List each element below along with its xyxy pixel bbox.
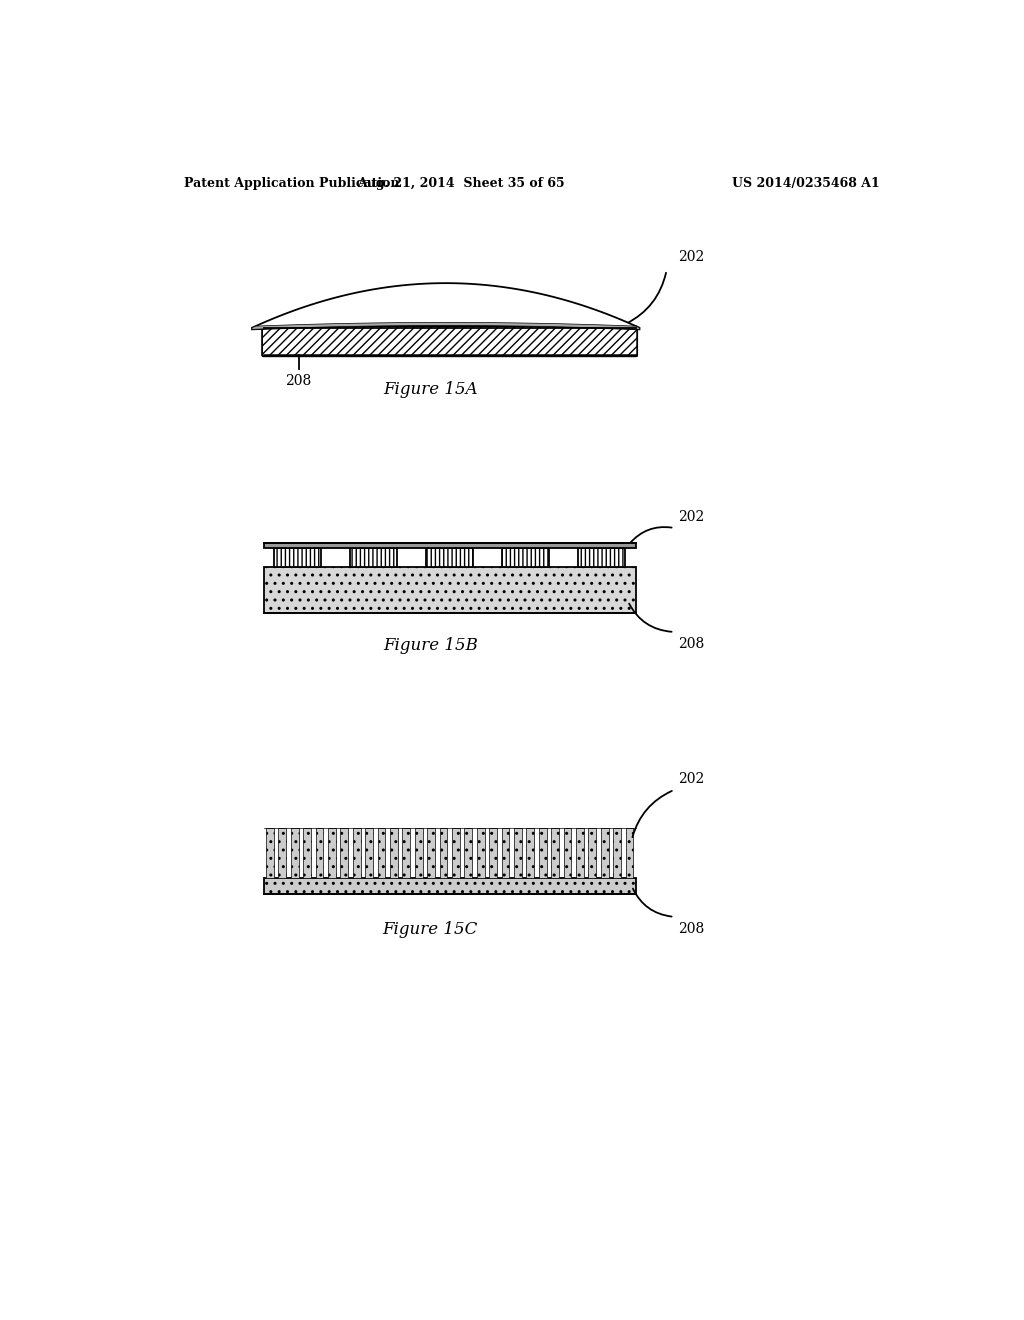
- Bar: [579, 548, 625, 566]
- Bar: [613, 829, 621, 878]
- Bar: [402, 829, 410, 878]
- Bar: [263, 878, 636, 894]
- Bar: [464, 829, 472, 878]
- Bar: [415, 829, 423, 878]
- Bar: [489, 829, 497, 878]
- Bar: [575, 829, 584, 878]
- Text: 202: 202: [678, 510, 705, 524]
- Polygon shape: [252, 284, 640, 330]
- Bar: [263, 544, 636, 548]
- Bar: [350, 548, 397, 566]
- Bar: [526, 829, 535, 878]
- Bar: [626, 829, 633, 878]
- Polygon shape: [252, 322, 640, 330]
- Bar: [315, 829, 324, 878]
- Text: 208: 208: [286, 374, 311, 388]
- Bar: [452, 829, 460, 878]
- Bar: [601, 829, 608, 878]
- Text: US 2014/0235468 A1: US 2014/0235468 A1: [732, 177, 881, 190]
- Text: Patent Application Publication: Patent Application Publication: [183, 177, 399, 190]
- Text: Figure 15A: Figure 15A: [383, 381, 477, 397]
- Bar: [563, 829, 571, 878]
- Bar: [426, 548, 473, 566]
- Bar: [551, 829, 559, 878]
- FancyBboxPatch shape: [262, 326, 637, 356]
- Bar: [352, 829, 360, 878]
- Text: Aug. 21, 2014  Sheet 35 of 65: Aug. 21, 2014 Sheet 35 of 65: [357, 177, 565, 190]
- Bar: [427, 829, 435, 878]
- Text: Figure 15C: Figure 15C: [383, 921, 478, 939]
- Text: 208: 208: [678, 638, 705, 651]
- Bar: [274, 548, 321, 566]
- Bar: [477, 829, 484, 878]
- Bar: [263, 566, 636, 612]
- Text: 202: 202: [678, 249, 705, 264]
- Bar: [502, 829, 509, 878]
- Bar: [503, 548, 549, 566]
- Bar: [378, 829, 385, 878]
- Bar: [439, 829, 447, 878]
- Text: 202: 202: [678, 772, 705, 785]
- Text: Figure 15B: Figure 15B: [383, 636, 477, 653]
- Bar: [539, 829, 547, 878]
- Bar: [279, 829, 286, 878]
- Bar: [589, 829, 596, 878]
- Bar: [390, 829, 397, 878]
- Bar: [328, 829, 336, 878]
- Bar: [303, 829, 311, 878]
- Bar: [514, 829, 521, 878]
- Text: 208: 208: [678, 923, 705, 936]
- Bar: [291, 829, 299, 878]
- Bar: [266, 829, 273, 878]
- Bar: [340, 829, 348, 878]
- Bar: [366, 829, 373, 878]
